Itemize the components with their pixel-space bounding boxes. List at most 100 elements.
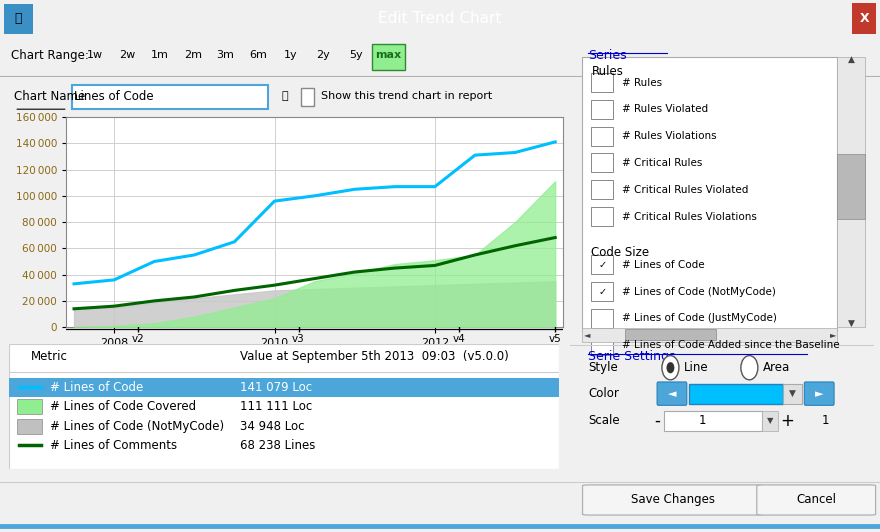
Text: Rules: Rules	[591, 65, 623, 78]
Text: 1m: 1m	[151, 50, 169, 60]
Text: 3m: 3m	[216, 50, 234, 60]
FancyBboxPatch shape	[625, 329, 716, 340]
Text: # Lines of Code (NotMyCode): # Lines of Code (NotMyCode)	[622, 287, 776, 297]
Text: Value at September 5th 2013  09:03  (v5.0.0): Value at September 5th 2013 09:03 (v5.0.…	[239, 350, 509, 363]
Text: # Lines of Comments: # Lines of Comments	[50, 439, 177, 452]
Text: # Critical Rules Violated: # Critical Rules Violated	[622, 185, 748, 195]
Text: max: max	[375, 50, 401, 60]
Text: 1: 1	[822, 414, 829, 427]
Text: # Critical Rules: # Critical Rules	[622, 158, 702, 168]
Text: Cancel: Cancel	[796, 493, 837, 506]
FancyBboxPatch shape	[591, 100, 612, 119]
Text: # Rules: # Rules	[622, 78, 662, 88]
Text: Code Size: Code Size	[591, 246, 649, 259]
Text: Area: Area	[763, 361, 790, 374]
Circle shape	[662, 355, 679, 380]
Text: Show this trend chart in report: Show this trend chart in report	[321, 92, 492, 102]
Text: ►: ►	[815, 389, 824, 398]
Text: ▼: ▼	[847, 319, 854, 328]
Text: ◄: ◄	[668, 389, 676, 398]
FancyBboxPatch shape	[757, 485, 876, 515]
FancyBboxPatch shape	[591, 309, 612, 328]
FancyBboxPatch shape	[9, 378, 559, 397]
Text: 🖹: 🖹	[282, 92, 289, 102]
Text: 1: 1	[699, 414, 706, 427]
Text: v3: v3	[292, 334, 305, 344]
Text: v5: v5	[549, 334, 561, 344]
FancyBboxPatch shape	[591, 336, 612, 355]
FancyBboxPatch shape	[591, 282, 612, 301]
FancyBboxPatch shape	[689, 384, 783, 404]
Text: Lines of Code: Lines of Code	[74, 90, 154, 103]
Text: Line: Line	[684, 361, 708, 374]
FancyBboxPatch shape	[664, 411, 761, 431]
FancyBboxPatch shape	[372, 44, 405, 70]
Text: 1y: 1y	[283, 50, 297, 60]
Text: 2w: 2w	[120, 50, 136, 60]
Text: Style: Style	[589, 361, 619, 374]
Circle shape	[741, 355, 758, 380]
Text: 📈: 📈	[15, 12, 22, 25]
FancyBboxPatch shape	[591, 255, 612, 275]
Text: # Lines of Code Added since the Baseline: # Lines of Code Added since the Baseline	[622, 340, 840, 350]
Text: 6m: 6m	[249, 50, 267, 60]
Text: -: -	[654, 412, 660, 430]
Text: ✓: ✓	[598, 260, 606, 270]
FancyBboxPatch shape	[583, 57, 838, 331]
Text: Series: Series	[589, 49, 627, 62]
Text: v4: v4	[452, 334, 466, 344]
Text: Color: Color	[589, 387, 620, 400]
FancyBboxPatch shape	[17, 399, 42, 414]
FancyBboxPatch shape	[852, 3, 876, 34]
Text: # Rules Violations: # Rules Violations	[622, 131, 716, 141]
FancyBboxPatch shape	[4, 4, 33, 34]
Text: ▲: ▲	[847, 55, 854, 64]
Text: Metric: Metric	[31, 350, 68, 363]
Text: 68 238 Lines: 68 238 Lines	[239, 439, 315, 452]
Text: ✓: ✓	[598, 287, 606, 297]
Text: 1w: 1w	[87, 50, 103, 60]
Text: 111 111 Loc: 111 111 Loc	[239, 400, 312, 413]
Text: Edit Trend Chart: Edit Trend Chart	[378, 11, 502, 26]
FancyBboxPatch shape	[657, 382, 686, 405]
FancyBboxPatch shape	[591, 73, 612, 92]
Text: Chart Name: Chart Name	[14, 90, 85, 103]
Text: 2y: 2y	[316, 50, 330, 60]
Text: ◄: ◄	[583, 330, 590, 339]
FancyBboxPatch shape	[591, 207, 612, 226]
FancyBboxPatch shape	[783, 384, 803, 404]
Text: 2m: 2m	[184, 50, 202, 60]
Text: 34 948 Loc: 34 948 Loc	[239, 420, 304, 433]
Text: 141 079 Loc: 141 079 Loc	[239, 381, 312, 394]
Text: v2: v2	[132, 334, 144, 344]
FancyBboxPatch shape	[591, 180, 612, 199]
Text: Save Changes: Save Changes	[631, 493, 715, 506]
Text: # Lines of Code: # Lines of Code	[622, 260, 705, 270]
FancyBboxPatch shape	[838, 57, 865, 327]
FancyBboxPatch shape	[804, 382, 834, 405]
Text: Chart Range:: Chart Range:	[11, 49, 88, 62]
FancyBboxPatch shape	[17, 419, 42, 434]
Text: ►: ►	[830, 330, 836, 339]
Text: # Lines of Code Covered: # Lines of Code Covered	[50, 400, 196, 413]
Text: X: X	[860, 12, 869, 25]
FancyBboxPatch shape	[301, 88, 314, 106]
Text: Serie Settings: Serie Settings	[589, 351, 676, 363]
Text: +: +	[781, 412, 795, 430]
Text: # Rules Violated: # Rules Violated	[622, 104, 708, 114]
Text: # Lines of Code (JustMyCode): # Lines of Code (JustMyCode)	[622, 313, 777, 323]
FancyBboxPatch shape	[591, 153, 612, 172]
FancyBboxPatch shape	[9, 344, 559, 469]
FancyBboxPatch shape	[583, 328, 838, 342]
Text: 5y: 5y	[348, 50, 363, 60]
Circle shape	[666, 362, 674, 373]
FancyBboxPatch shape	[761, 411, 778, 431]
Text: Scale: Scale	[589, 414, 620, 427]
FancyBboxPatch shape	[591, 127, 612, 146]
FancyBboxPatch shape	[583, 485, 763, 515]
Text: ▼: ▼	[789, 389, 796, 398]
Text: # Lines of Code (NotMyCode): # Lines of Code (NotMyCode)	[50, 420, 224, 433]
Text: # Lines of Code: # Lines of Code	[50, 381, 143, 394]
Text: # Critical Rules Violations: # Critical Rules Violations	[622, 212, 757, 221]
FancyBboxPatch shape	[838, 154, 865, 219]
